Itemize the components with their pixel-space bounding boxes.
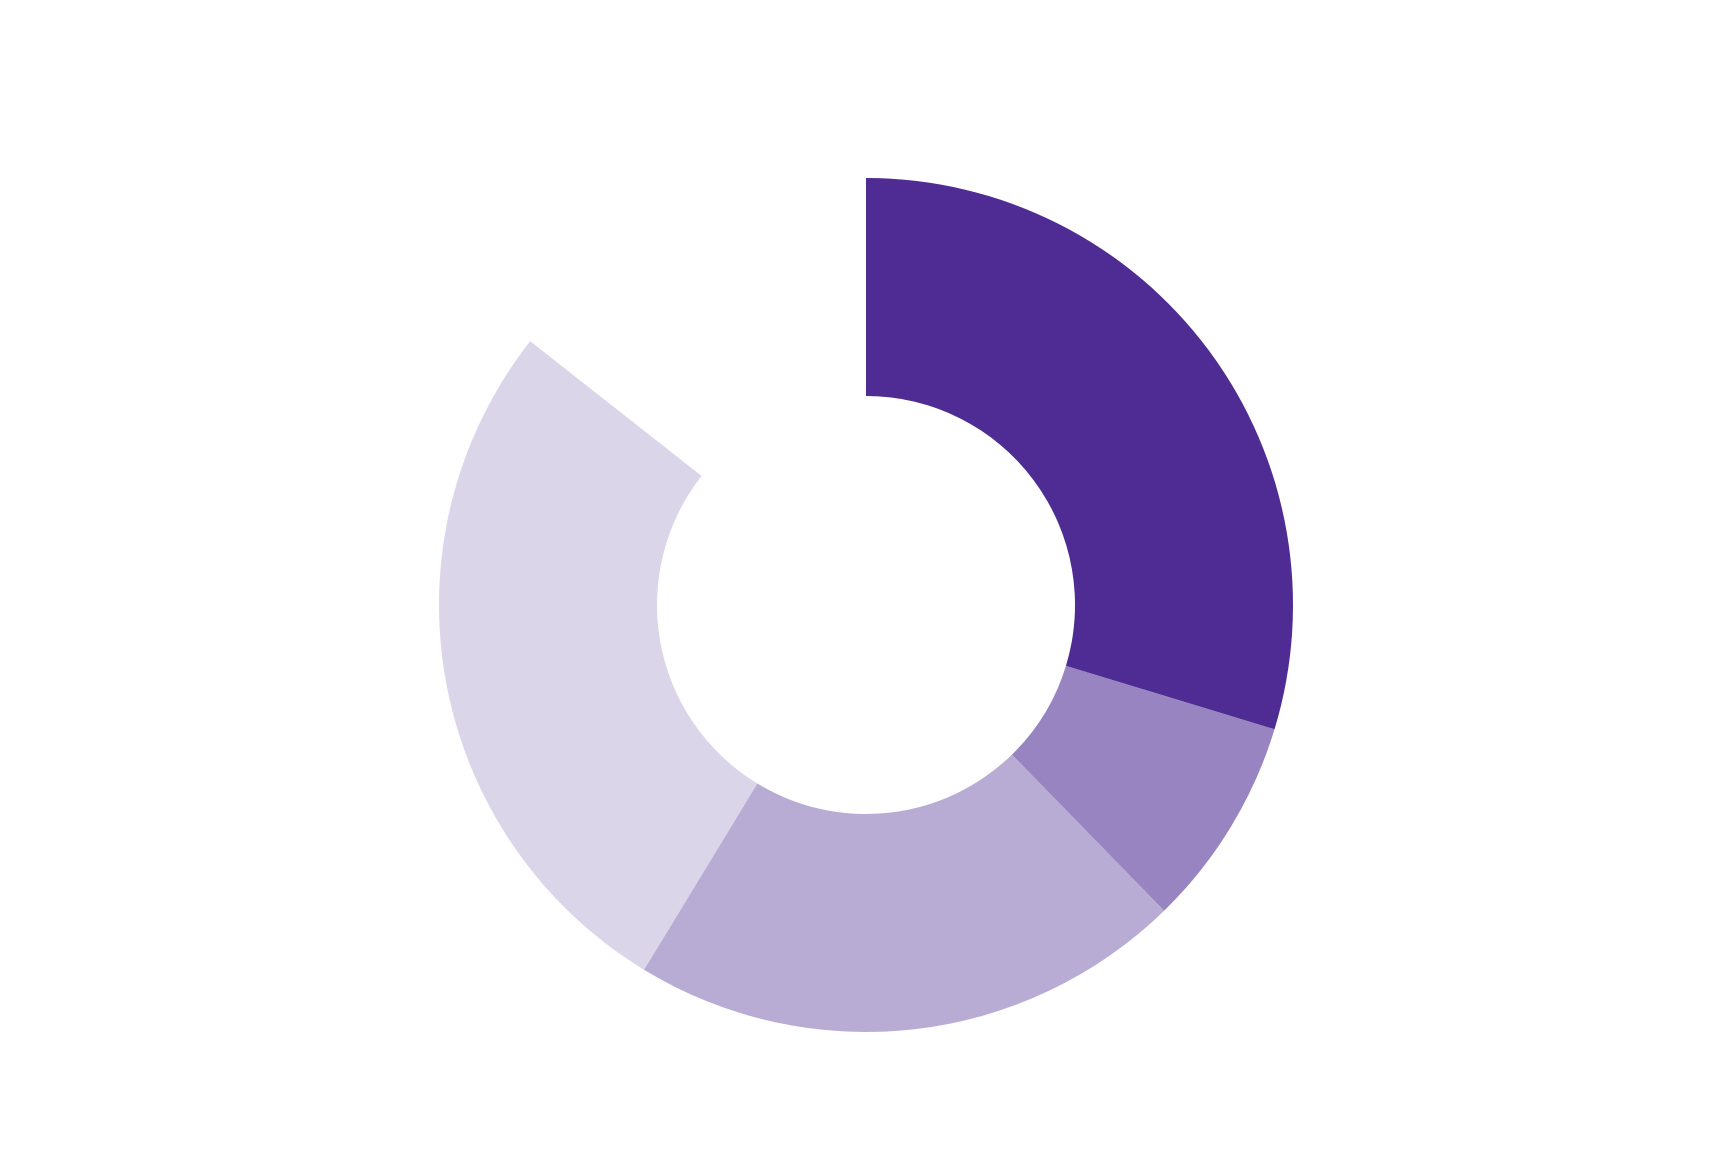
- donut-segment: [530, 178, 866, 476]
- donut-segment: [438, 341, 758, 970]
- donut-segment: [1011, 665, 1275, 911]
- donut-segment: [644, 754, 1165, 1032]
- donut-segment: [866, 178, 1293, 730]
